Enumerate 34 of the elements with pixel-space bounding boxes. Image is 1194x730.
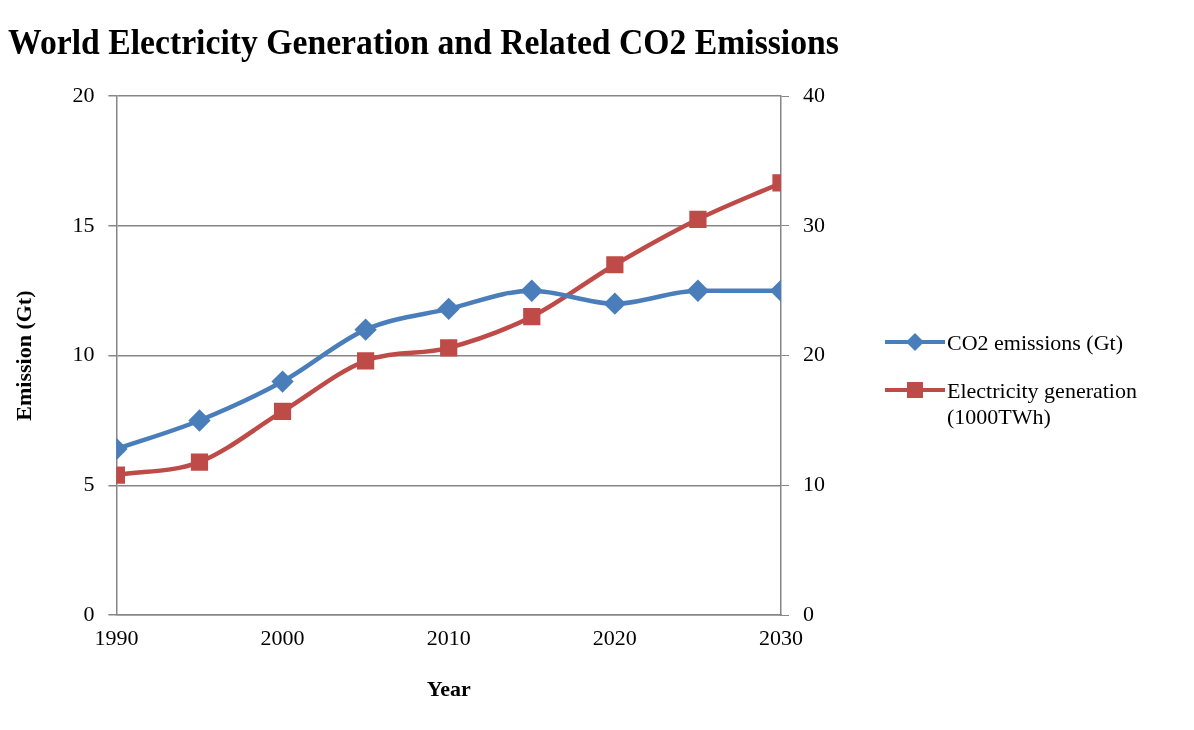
point (606, 256, 624, 274)
x-tick-label: 1990 (94, 625, 139, 651)
y-axis-title: Emission (Gt) (10, 290, 36, 421)
point (604, 293, 626, 314)
point (190, 453, 209, 471)
y-tick-label: 10 (72, 341, 95, 367)
point (357, 352, 375, 370)
point (438, 298, 459, 320)
point (272, 371, 293, 392)
y2-tick-label: 40 (803, 81, 825, 107)
x-tick-label: 2000 (260, 625, 305, 651)
point (189, 410, 210, 431)
x-axis-title: Year (426, 676, 471, 702)
point (355, 319, 376, 340)
y2-tick-label: 20 (803, 341, 825, 367)
point (273, 402, 292, 421)
y-tick-label: 5 (83, 471, 95, 497)
x-tick-label: 2020 (592, 625, 637, 651)
y-tick-label: 20 (72, 81, 95, 107)
point (689, 210, 707, 228)
point (521, 280, 543, 301)
legend-label: CO2 emissions (Gt) (947, 330, 1123, 356)
y2-tick-label: 10 (803, 471, 825, 497)
point (687, 280, 709, 301)
x-tick-label: 2010 (426, 625, 471, 651)
x-tick-label: 2030 (759, 625, 803, 651)
y2-tick-label: 30 (803, 211, 825, 237)
chart-title: World Electricity Generation and Related CO2 Emissions (8, 22, 839, 62)
y-tick-label: 0 (83, 600, 95, 626)
point (440, 339, 458, 357)
legend-label: Electricity generation (1000TWh) (947, 378, 1138, 430)
y-tick-label: 15 (72, 211, 95, 237)
y2-tick-label: 0 (803, 600, 814, 626)
point (523, 308, 541, 326)
